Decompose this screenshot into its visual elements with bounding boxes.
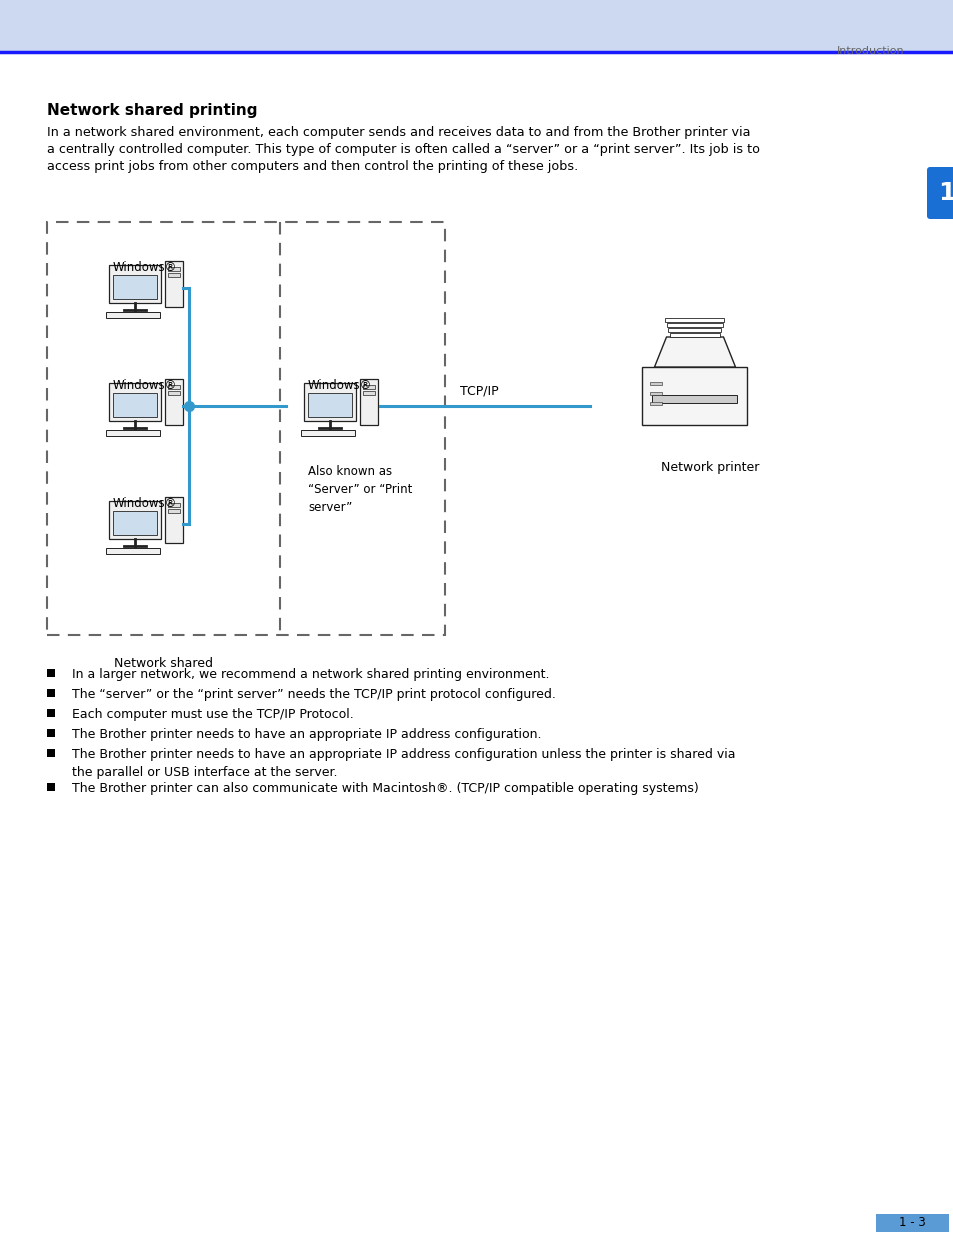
Bar bbox=[304, 383, 355, 421]
Bar bbox=[168, 267, 180, 270]
Bar bbox=[109, 266, 161, 303]
FancyBboxPatch shape bbox=[926, 167, 953, 219]
Text: 1: 1 bbox=[937, 182, 953, 205]
Bar bbox=[47, 689, 55, 697]
Text: Introduction: Introduction bbox=[837, 46, 904, 56]
Text: a centrally controlled computer. This type of computer is often called a “server: a centrally controlled computer. This ty… bbox=[47, 143, 760, 156]
Text: The Brother printer can also communicate with Macintosh®. (TCP/IP compatible ope: The Brother printer can also communicate… bbox=[71, 782, 698, 795]
Bar bbox=[875, 1214, 948, 1233]
Text: In a larger network, we recommend a network shared printing environment.: In a larger network, we recommend a netw… bbox=[71, 668, 549, 680]
Bar bbox=[301, 430, 355, 436]
Bar bbox=[668, 329, 720, 332]
Text: The Brother printer needs to have an appropriate IP address configuration unless: The Brother printer needs to have an app… bbox=[71, 748, 735, 779]
Bar bbox=[106, 312, 160, 317]
Bar bbox=[109, 501, 161, 538]
Bar bbox=[168, 509, 180, 513]
Bar bbox=[669, 333, 720, 337]
Bar bbox=[363, 391, 375, 395]
Bar bbox=[641, 367, 747, 425]
Text: Network shared printing: Network shared printing bbox=[47, 103, 257, 119]
Bar bbox=[652, 395, 737, 403]
Bar bbox=[165, 261, 183, 308]
Bar bbox=[168, 385, 180, 389]
Bar bbox=[47, 729, 55, 737]
Bar bbox=[666, 324, 722, 327]
Text: TCP/IP: TCP/IP bbox=[459, 384, 498, 396]
Text: Each computer must use the TCP/IP Protocol.: Each computer must use the TCP/IP Protoc… bbox=[71, 708, 354, 721]
Text: Windows®: Windows® bbox=[308, 379, 372, 391]
Bar bbox=[47, 748, 55, 757]
Bar bbox=[168, 503, 180, 508]
Bar bbox=[47, 783, 55, 790]
Bar bbox=[0, 0, 953, 52]
Bar bbox=[650, 391, 661, 395]
Bar bbox=[168, 273, 180, 277]
Bar bbox=[665, 317, 723, 322]
Text: In a network shared environment, each computer sends and receives data to and fr: In a network shared environment, each co… bbox=[47, 126, 750, 140]
Bar bbox=[650, 403, 661, 405]
Bar bbox=[650, 382, 661, 385]
Text: The Brother printer needs to have an appropriate IP address configuration.: The Brother printer needs to have an app… bbox=[71, 727, 541, 741]
Bar bbox=[47, 709, 55, 718]
Bar bbox=[112, 393, 157, 417]
Bar bbox=[168, 391, 180, 395]
Bar bbox=[165, 379, 183, 425]
Bar bbox=[112, 511, 157, 535]
Bar bbox=[47, 669, 55, 677]
Polygon shape bbox=[654, 337, 735, 367]
Text: The “server” or the “print server” needs the TCP/IP print protocol configured.: The “server” or the “print server” needs… bbox=[71, 688, 556, 701]
Bar bbox=[308, 393, 352, 417]
Text: 1 - 3: 1 - 3 bbox=[898, 1216, 925, 1230]
Text: Also known as
“Server” or “Print
server”: Also known as “Server” or “Print server” bbox=[308, 466, 412, 514]
Bar bbox=[106, 548, 160, 555]
Bar bbox=[47, 222, 444, 635]
Bar bbox=[106, 430, 160, 436]
Bar bbox=[112, 275, 157, 299]
Text: Network printer: Network printer bbox=[660, 461, 759, 474]
Bar bbox=[165, 496, 183, 543]
Text: Windows®: Windows® bbox=[112, 261, 177, 274]
Text: Windows®: Windows® bbox=[112, 379, 177, 391]
Bar bbox=[109, 383, 161, 421]
Bar bbox=[363, 385, 375, 389]
Text: Network shared: Network shared bbox=[113, 657, 213, 671]
Text: access print jobs from other computers and then control the printing of these jo: access print jobs from other computers a… bbox=[47, 161, 578, 173]
Text: Windows®: Windows® bbox=[112, 496, 177, 510]
Bar bbox=[359, 379, 377, 425]
